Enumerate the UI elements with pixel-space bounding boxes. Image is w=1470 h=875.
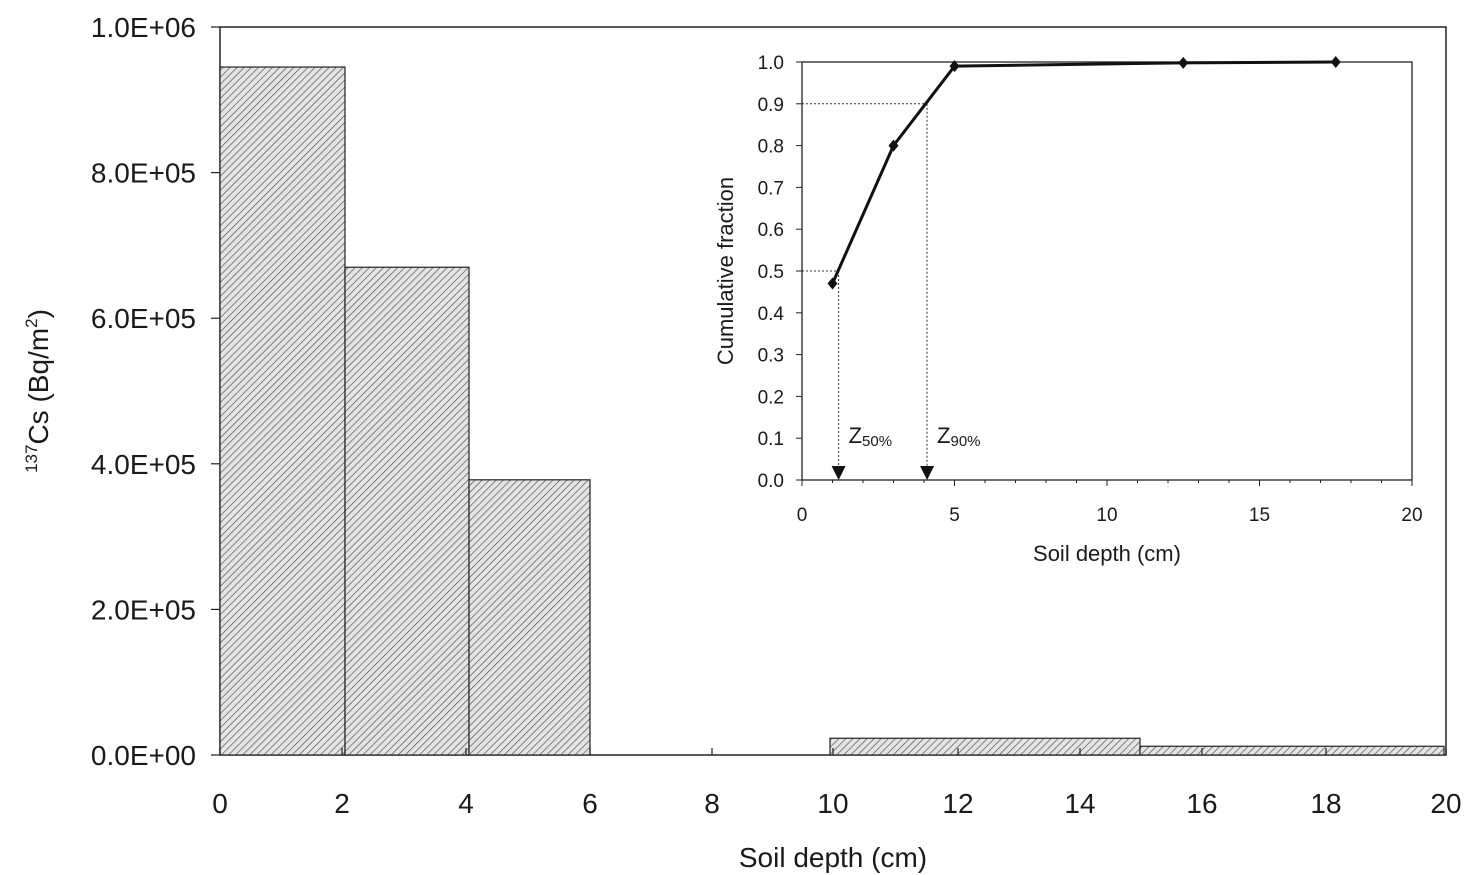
inset-arrow-1: [920, 466, 935, 480]
inset-guide-lines: [802, 103, 928, 468]
inset-y-tick-label-9: 0.9: [758, 95, 784, 116]
main-y-axis-label: 137Cs (Bq/m2): [22, 309, 54, 473]
main-bars: [219, 66, 1445, 756]
main-y-tick-label-0: 0.0E+00: [91, 740, 196, 771]
main-y-axis-label-end: ): [23, 309, 54, 318]
main-bar-3: [829, 737, 1141, 756]
inset-background: [802, 62, 1412, 480]
inset-y-axis-ticks: 0.0 0.1 0.2 0.3 0.4 0.5 0.6 0.7 0.8 0.9 1.0: [758, 53, 802, 492]
main-bar-0: [219, 66, 346, 756]
inset-annotation-1: Z90%: [937, 423, 980, 450]
main-x-tick-label-3: 6: [582, 788, 598, 819]
inset-y-tick-label-5: 0.5: [758, 262, 784, 283]
main-x-tick-label-4: 8: [704, 788, 720, 819]
main-bar-2: [468, 479, 591, 756]
inset-annotation-sub-1: 90%: [951, 433, 981, 450]
main-x-axis-ticks: 0 2 4 6 8 10 12 14 16 18 20: [212, 748, 1462, 819]
main-x-tick-label-6: 12: [942, 788, 973, 819]
main-x-tick-label-7: 14: [1064, 788, 1095, 819]
main-x-axis-label: Soil depth (cm): [739, 842, 927, 873]
main-x-tick-label-2: 4: [458, 788, 474, 819]
inset-y-tick-label-10: 1.0: [758, 53, 784, 74]
inset-x-axis-ticks: 0 5 10 15 20: [797, 480, 1423, 526]
inset-point-2: [949, 60, 960, 73]
inset-y-tick-label-3: 0.3: [758, 346, 784, 367]
inset-point-3: [1178, 56, 1189, 69]
main-y-axis-label-sup: 137: [22, 445, 41, 473]
inset-x-axis-label: Soil depth (cm): [1033, 541, 1181, 566]
main-y-tick-label-5: 1.0E+06: [91, 12, 196, 43]
inset-annotation-label-1: Z: [937, 423, 950, 448]
main-bar-4: [1139, 745, 1445, 756]
main-y-tick-label-2: 4.0E+05: [91, 449, 196, 480]
inset-x-tick-label-0: 0: [797, 505, 808, 526]
main-y-tick-label-3: 6.0E+05: [91, 303, 196, 334]
inset-annotation-sub-0: 50%: [862, 433, 892, 450]
main-x-tick-label-5: 10: [817, 788, 848, 819]
inset-y-tick-label-1: 0.1: [758, 429, 784, 450]
inset-x-tick-label-1: 5: [949, 505, 960, 526]
inset-point-0: [827, 277, 838, 290]
main-y-tick-label-1: 2.0E+05: [91, 594, 196, 625]
inset-y-tick-label-7: 0.7: [758, 178, 784, 199]
main-y-axis-label-main: Cs (Bq/m: [23, 328, 54, 445]
inset-arrow-0: [831, 466, 846, 480]
inset-series: [827, 56, 1341, 290]
main-x-tick-label-0: 0: [212, 788, 228, 819]
main-x-tick-label-9: 18: [1310, 788, 1341, 819]
inset-x-tick-label-3: 15: [1249, 505, 1270, 526]
inset-x-tick-label-2: 10: [1096, 505, 1117, 526]
inset-y-tick-label-4: 0.4: [758, 304, 785, 325]
inset-y-axis-label: Cumulative fraction: [713, 177, 738, 365]
inset-point-1: [888, 139, 899, 152]
inset-annotations: Z50% Z90%: [831, 423, 981, 480]
main-y-tick-label-4: 8.0E+05: [91, 158, 196, 189]
main-y-axis-label-sup2: 2: [22, 318, 41, 327]
inset-y-tick-label-8: 0.8: [758, 137, 784, 158]
inset-chart: 0 5 10 15 20 0.0 0.1 0.2 0.3 0.4 0.5 0.6 0.7 0.8 0.9 1…: [713, 53, 1423, 566]
main-chart: 0 2 4 6 8 10 12 14 16 18 20 0.0E+002.0E+054.0E+056…: [22, 12, 1462, 873]
inset-point-4: [1330, 56, 1341, 68]
main-x-tick-label-1: 2: [334, 788, 350, 819]
main-y-axis-ticks: 0.0E+00 2.0E+05 4.0E+05 6.0E+05 8.0E+05 1.0E+…: [91, 12, 220, 771]
inset-annotation-0: Z50%: [849, 423, 892, 450]
main-x-tick-label-8: 16: [1186, 788, 1217, 819]
inset-y-tick-label-0: 0.0: [758, 471, 784, 492]
inset-annotation-label-0: Z: [849, 423, 862, 448]
inset-y-tick-label-6: 0.6: [758, 220, 784, 241]
inset-y-tick-label-2: 0.2: [758, 387, 784, 408]
main-x-tick-label-10: 20: [1430, 788, 1461, 819]
inset-x-tick-label-4: 20: [1401, 505, 1422, 526]
main-bar-1: [344, 266, 470, 756]
